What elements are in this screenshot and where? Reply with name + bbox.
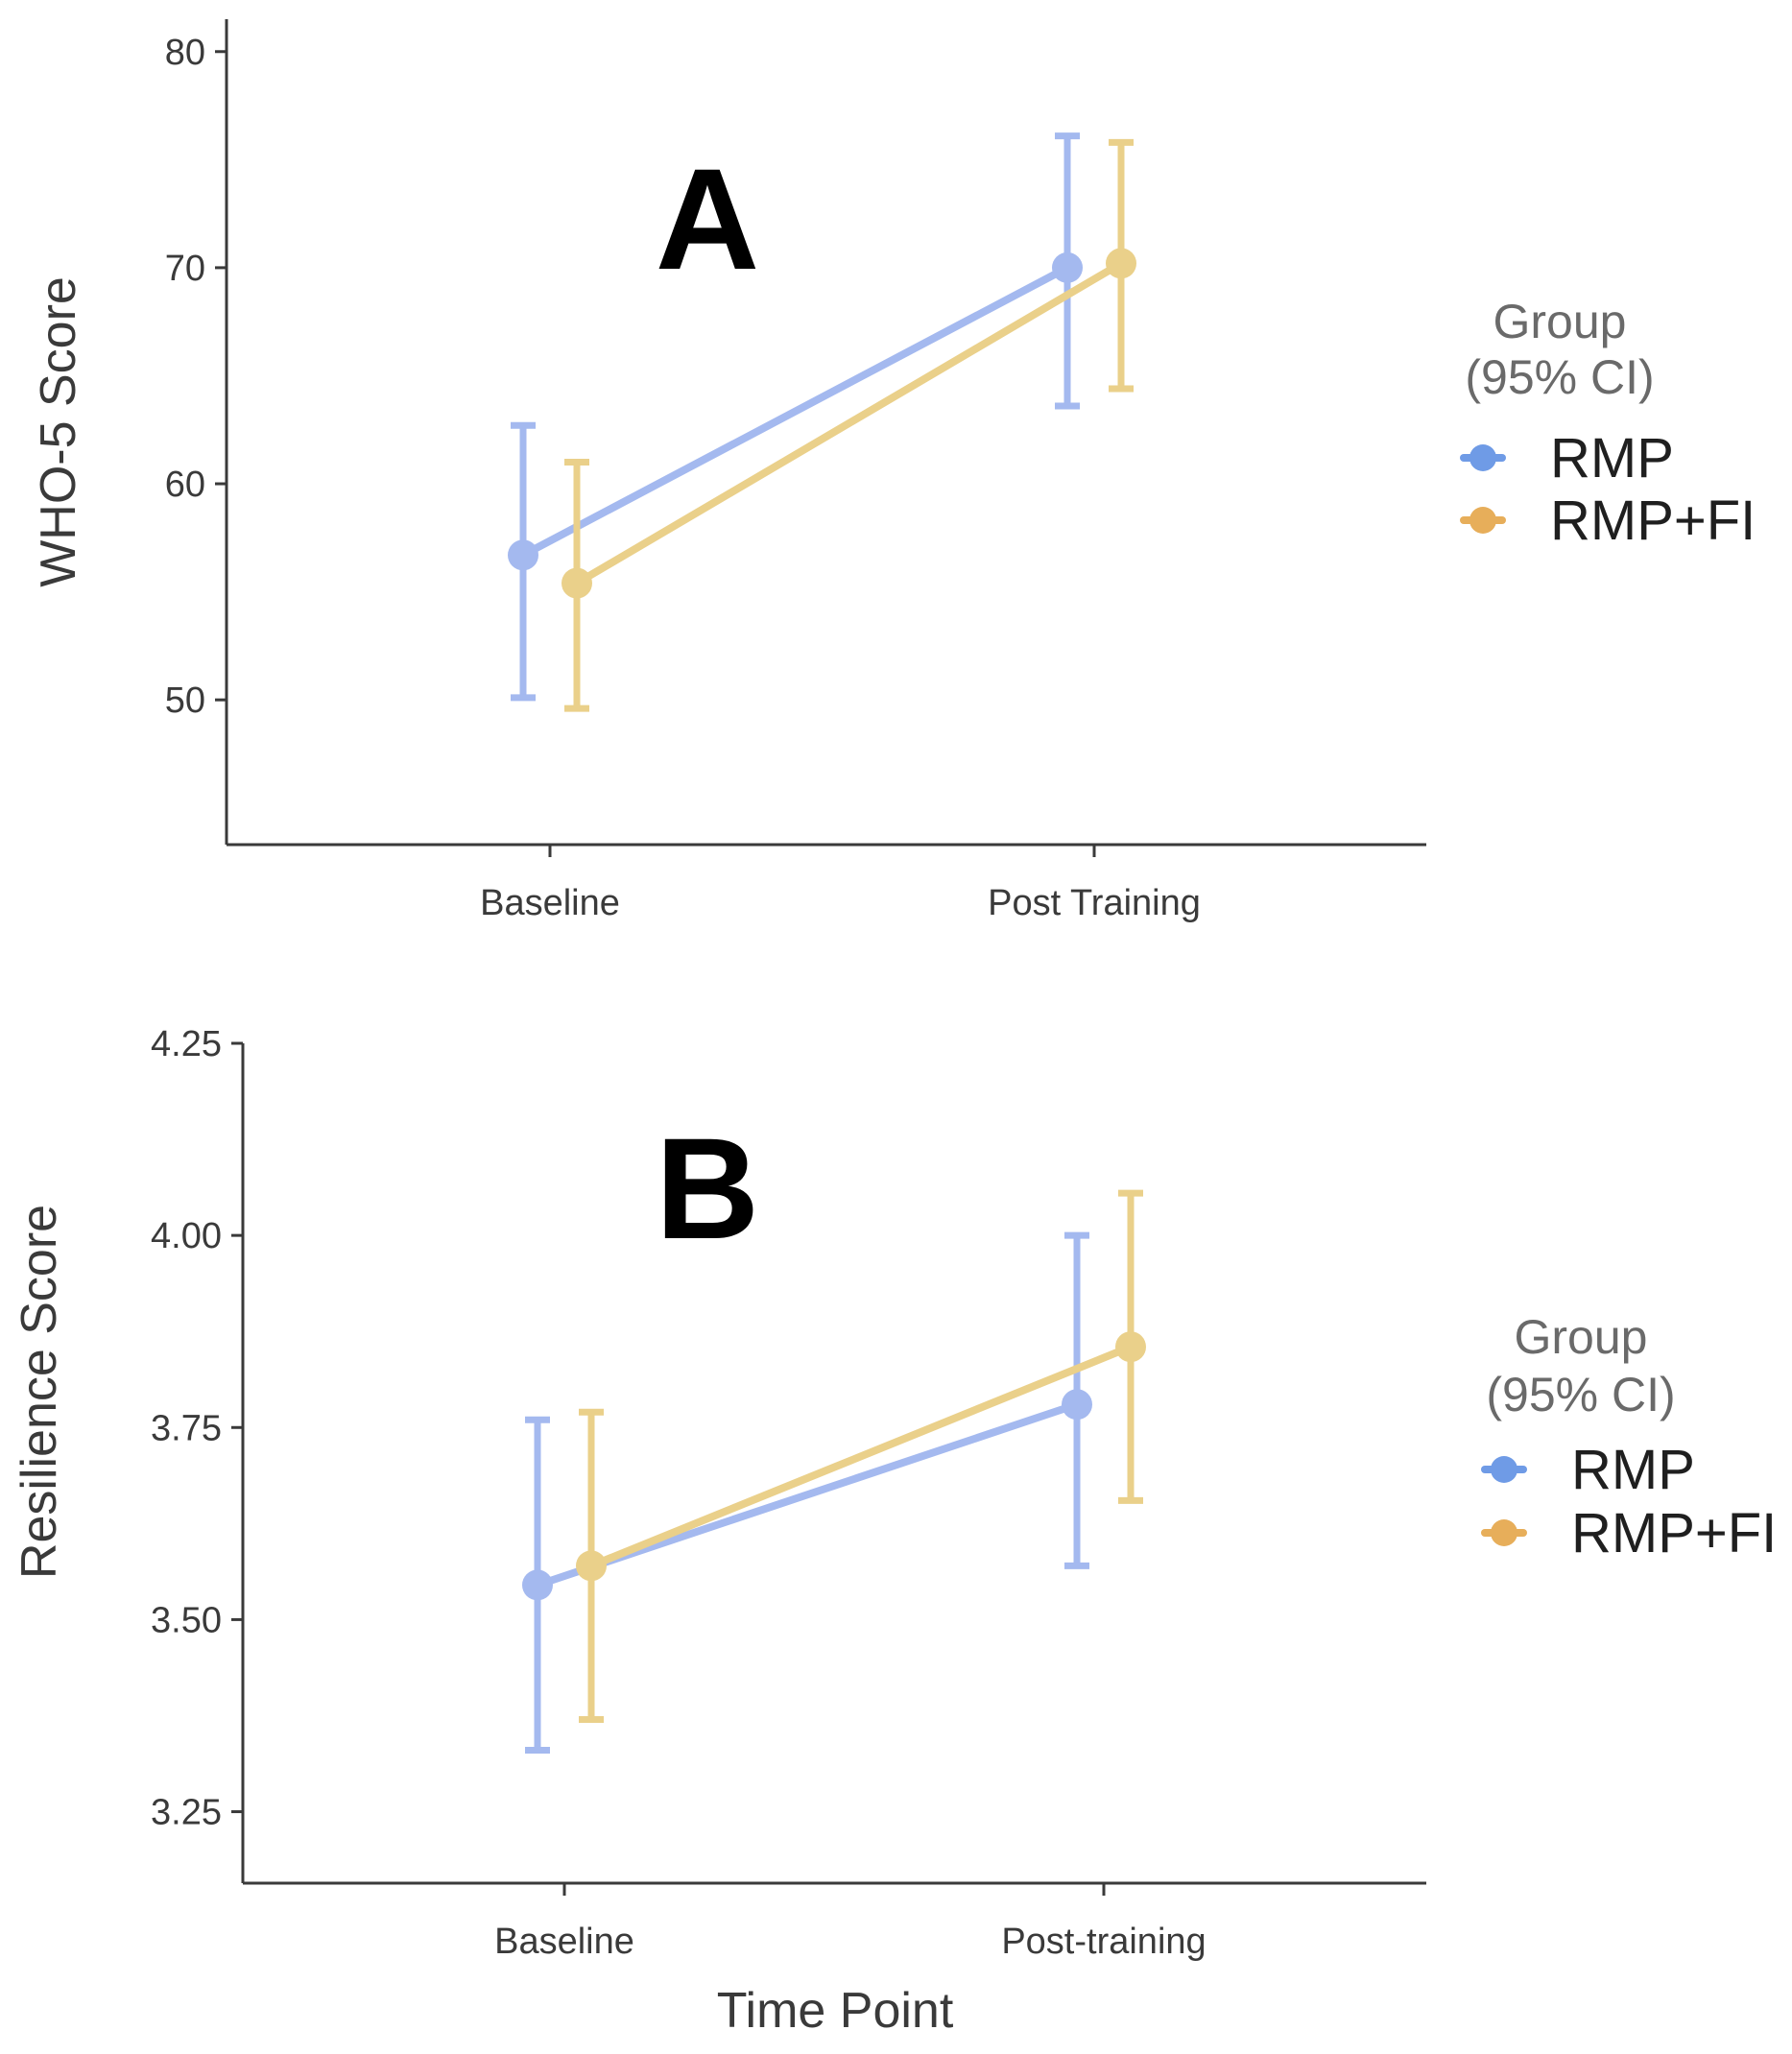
y-tick-label: 50: [165, 681, 205, 721]
legend-title: (95% CI): [1465, 350, 1654, 404]
series-rmp-fi: [576, 1189, 1146, 1723]
y-tick-label: 60: [165, 465, 205, 505]
legend-label: RMP: [1571, 1439, 1695, 1501]
data-point: [561, 567, 592, 599]
y-tick-label: 4.00: [151, 1216, 222, 1256]
y-tick-label: 70: [165, 249, 205, 289]
series-rmp-fi: [561, 138, 1136, 712]
data-point: [522, 1569, 553, 1601]
panel-letter: A: [656, 138, 759, 299]
x-tick-label: Baseline: [480, 883, 620, 923]
data-point: [576, 1550, 607, 1582]
legend-item-rmp-fi: RMP+FI: [1481, 1502, 1777, 1564]
series-line: [519, 263, 1071, 560]
legend-item-rmp: RMP: [1460, 427, 1674, 490]
y-axis-title: Resilience Score: [12, 1205, 67, 1579]
legend-swatch-dot: [1469, 507, 1496, 534]
series-rmp: [522, 1231, 1092, 1755]
legend-title: Group: [1515, 1310, 1648, 1364]
legend-label: RMP+FI: [1571, 1502, 1777, 1564]
legend-label: RMP+FI: [1550, 490, 1756, 552]
legend-title: (95% CI): [1486, 1368, 1675, 1421]
legend-item-rmp-fi: RMP+FI: [1460, 490, 1756, 552]
y-axis-title: WHO-5 Score: [31, 276, 86, 587]
series-rmp: [508, 132, 1083, 702]
y-tick-label: 4.25: [151, 1024, 222, 1064]
data-point: [1052, 251, 1083, 283]
series-line: [587, 1343, 1135, 1570]
panel-letter: B: [656, 1108, 759, 1269]
y-tick-label: 80: [165, 33, 205, 73]
y-tick-label: 3.50: [151, 1600, 222, 1640]
y-tick-label: 3.25: [151, 1793, 222, 1833]
legend-label: RMP: [1550, 427, 1674, 490]
x-axis-title: Time Point: [717, 1983, 954, 2039]
data-point: [508, 539, 538, 571]
data-point: [1115, 1331, 1146, 1363]
legend-swatch-dot: [1491, 1456, 1517, 1483]
data-point: [1062, 1389, 1092, 1421]
series-line: [573, 259, 1125, 587]
data-point: [1106, 248, 1136, 279]
y-tick-label: 3.75: [151, 1408, 222, 1448]
x-tick-label: Post Training: [988, 883, 1201, 923]
legend-item-rmp: RMP: [1481, 1439, 1695, 1501]
chart-panel-a: 80 70 60 50 Baseline Post Training WHO-5 Score…: [31, 19, 1756, 923]
chart-panel-b: 4.25 4.00 3.75 3.50 3.25 Baseline Post-trainin…: [12, 1024, 1777, 2039]
legend-swatch-dot: [1491, 1519, 1517, 1546]
legend-title: Group: [1493, 295, 1627, 348]
legend-swatch-dot: [1469, 444, 1496, 471]
x-tick-label: Baseline: [494, 1922, 634, 1962]
x-tick-label: Post-training: [1001, 1922, 1206, 1962]
